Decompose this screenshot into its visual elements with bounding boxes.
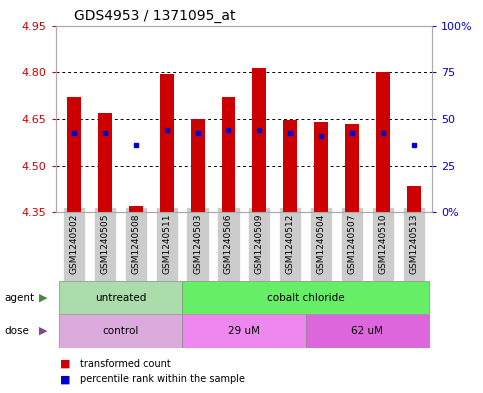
Bar: [182, 281, 429, 314]
Bar: [345, 123, 359, 212]
Text: dose: dose: [5, 326, 30, 336]
Text: ■: ■: [60, 359, 71, 369]
Text: untreated: untreated: [95, 293, 146, 303]
Bar: [314, 122, 328, 212]
Text: percentile rank within the sample: percentile rank within the sample: [80, 375, 245, 384]
Text: ▶: ▶: [39, 293, 47, 303]
Bar: [191, 119, 204, 212]
Bar: [222, 97, 235, 212]
Bar: [129, 206, 143, 212]
Bar: [407, 186, 421, 212]
Bar: [306, 314, 429, 348]
Bar: [284, 120, 297, 212]
Text: ■: ■: [60, 375, 71, 384]
Bar: [58, 314, 182, 348]
Bar: [253, 68, 266, 212]
Text: ▶: ▶: [39, 326, 47, 336]
Bar: [376, 72, 390, 212]
Bar: [160, 74, 174, 212]
Text: 62 uM: 62 uM: [352, 326, 384, 336]
Bar: [67, 97, 81, 212]
Text: 29 uM: 29 uM: [228, 326, 260, 336]
Bar: [58, 281, 182, 314]
Text: agent: agent: [5, 293, 35, 303]
Text: cobalt chloride: cobalt chloride: [267, 293, 344, 303]
Text: control: control: [102, 326, 139, 336]
Bar: [98, 113, 112, 212]
Text: GDS4953 / 1371095_at: GDS4953 / 1371095_at: [74, 9, 236, 23]
Text: transformed count: transformed count: [80, 359, 170, 369]
Bar: [182, 314, 306, 348]
